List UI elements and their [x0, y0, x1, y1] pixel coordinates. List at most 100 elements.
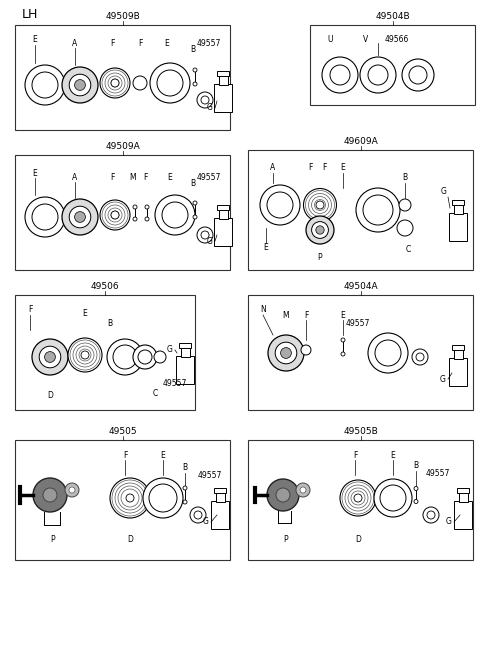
- Text: 49557: 49557: [197, 172, 221, 181]
- Text: A: A: [72, 172, 78, 181]
- Bar: [457, 488, 469, 493]
- Circle shape: [133, 205, 137, 209]
- Circle shape: [197, 92, 213, 108]
- Bar: [15, 155, 230, 270]
- Circle shape: [62, 199, 98, 235]
- Text: C: C: [406, 246, 410, 255]
- Text: F: F: [143, 172, 147, 181]
- Text: A: A: [270, 164, 276, 172]
- Text: B: B: [191, 179, 195, 187]
- Circle shape: [354, 494, 362, 502]
- Bar: [15, 295, 195, 410]
- Circle shape: [414, 487, 418, 491]
- Text: 49609A: 49609A: [343, 137, 378, 146]
- Circle shape: [314, 200, 325, 210]
- Circle shape: [356, 188, 400, 232]
- Text: G: G: [167, 345, 173, 354]
- Circle shape: [126, 494, 134, 502]
- Text: B: B: [402, 174, 408, 183]
- Circle shape: [133, 76, 147, 90]
- Text: C: C: [152, 388, 157, 398]
- Circle shape: [102, 70, 128, 96]
- Circle shape: [145, 205, 149, 209]
- Bar: [217, 71, 229, 76]
- Circle shape: [33, 478, 67, 512]
- Bar: [452, 345, 464, 350]
- Circle shape: [115, 483, 145, 513]
- Text: G: G: [207, 103, 213, 113]
- Circle shape: [275, 342, 297, 364]
- Circle shape: [74, 80, 85, 90]
- Circle shape: [312, 221, 328, 238]
- Circle shape: [380, 485, 406, 511]
- Circle shape: [25, 65, 65, 105]
- Bar: [454, 349, 463, 359]
- Circle shape: [81, 351, 89, 359]
- Circle shape: [300, 487, 306, 493]
- Circle shape: [303, 189, 336, 221]
- Circle shape: [111, 79, 119, 87]
- Circle shape: [107, 339, 143, 375]
- Circle shape: [162, 202, 188, 228]
- Circle shape: [399, 199, 411, 211]
- Text: 49506: 49506: [91, 282, 120, 291]
- Circle shape: [340, 480, 376, 516]
- Text: P: P: [318, 253, 322, 263]
- Circle shape: [306, 216, 334, 244]
- Circle shape: [32, 72, 58, 98]
- Circle shape: [133, 217, 137, 221]
- Circle shape: [111, 211, 119, 219]
- Text: 49504A: 49504A: [343, 282, 378, 291]
- Circle shape: [267, 479, 299, 511]
- Circle shape: [155, 195, 195, 235]
- Circle shape: [409, 66, 427, 84]
- Bar: [310, 25, 475, 105]
- Circle shape: [427, 511, 435, 519]
- Text: E: E: [391, 451, 396, 460]
- Text: V: V: [363, 35, 369, 45]
- Text: F: F: [353, 451, 357, 460]
- Circle shape: [301, 345, 311, 355]
- Text: P: P: [284, 536, 288, 544]
- Circle shape: [79, 349, 91, 361]
- Circle shape: [118, 486, 142, 510]
- Bar: [458, 492, 468, 502]
- Text: F: F: [123, 451, 127, 460]
- Circle shape: [111, 211, 119, 219]
- Bar: [214, 218, 232, 246]
- Text: N: N: [260, 305, 266, 314]
- Circle shape: [341, 338, 345, 342]
- Text: 49505B: 49505B: [343, 427, 378, 436]
- Text: F: F: [308, 164, 312, 172]
- Circle shape: [360, 57, 396, 93]
- Circle shape: [112, 480, 148, 516]
- Circle shape: [341, 352, 345, 356]
- Circle shape: [281, 348, 291, 358]
- Text: 49557: 49557: [426, 470, 450, 479]
- Circle shape: [154, 351, 166, 363]
- Text: M: M: [130, 172, 136, 181]
- Bar: [217, 205, 229, 210]
- Circle shape: [105, 205, 125, 225]
- Circle shape: [351, 491, 365, 505]
- Circle shape: [110, 478, 150, 518]
- Text: 49509A: 49509A: [105, 142, 140, 151]
- Circle shape: [121, 489, 139, 507]
- Text: G: G: [440, 375, 446, 383]
- Text: 49557: 49557: [346, 318, 371, 328]
- Circle shape: [201, 96, 209, 104]
- Circle shape: [74, 212, 85, 223]
- Bar: [216, 492, 225, 502]
- Circle shape: [368, 333, 408, 373]
- Bar: [180, 347, 190, 357]
- Circle shape: [100, 200, 130, 230]
- Circle shape: [416, 353, 424, 361]
- Circle shape: [193, 68, 197, 72]
- Circle shape: [45, 352, 55, 362]
- Circle shape: [348, 488, 368, 508]
- Text: F: F: [28, 305, 32, 314]
- Circle shape: [412, 349, 428, 365]
- Text: E: E: [83, 309, 87, 318]
- Circle shape: [309, 193, 332, 217]
- Circle shape: [102, 202, 128, 228]
